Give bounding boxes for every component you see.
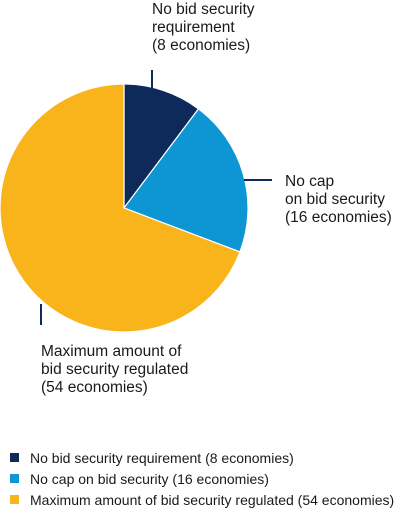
legend-item-no-requirement: No bid security requirement (8 economies… [10, 447, 394, 468]
pie-slice-maximum [0, 83, 241, 333]
legend: No bid security requirement (8 economies… [10, 447, 394, 510]
callout-maximum-line-1: Maximum amount of [41, 343, 182, 360]
callout-no-cap-line-3: (16 economies) [285, 209, 392, 226]
legend-label-maximum: Maximum amount of bid security regulated… [30, 491, 395, 508]
callout-maximum: Maximum amount of bid security regulated… [41, 343, 188, 397]
callout-maximum-line-2: bid security regulated [41, 361, 189, 378]
pie-chart [0, 70, 272, 333]
pie-slice-no-cap [123, 108, 249, 253]
legend-label-no-cap: No cap on bid security (16 economies) [30, 470, 269, 487]
legend-swatch-maximum [10, 495, 19, 504]
callout-no-cap: No cap on bid security (16 economies) [285, 173, 392, 227]
legend-item-no-cap: No cap on bid security (16 economies) [10, 468, 394, 489]
callout-maximum-line-3: (54 economies) [41, 379, 148, 396]
pie-slices [0, 83, 249, 333]
pie-slice-no-requirement [123, 83, 200, 210]
legend-item-maximum: Maximum amount of bid security regulated… [10, 489, 394, 510]
callout-no-requirement-line-3: (8 economies) [152, 37, 251, 54]
callout-no-requirement-line-2: requirement [152, 19, 235, 36]
legend-label-no-requirement: No bid security requirement (8 economies… [30, 449, 294, 466]
callout-no-requirement: No bid security requirement (8 economies… [152, 1, 255, 55]
callout-no-requirement-line-1: No bid security [152, 1, 255, 18]
legend-swatch-no-requirement [10, 453, 19, 462]
legend-swatch-no-cap [10, 474, 19, 483]
callout-no-cap-line-2: on bid security [285, 191, 385, 208]
callout-leader-lines [40, 70, 272, 325]
callout-no-cap-line-1: No cap [285, 173, 335, 190]
